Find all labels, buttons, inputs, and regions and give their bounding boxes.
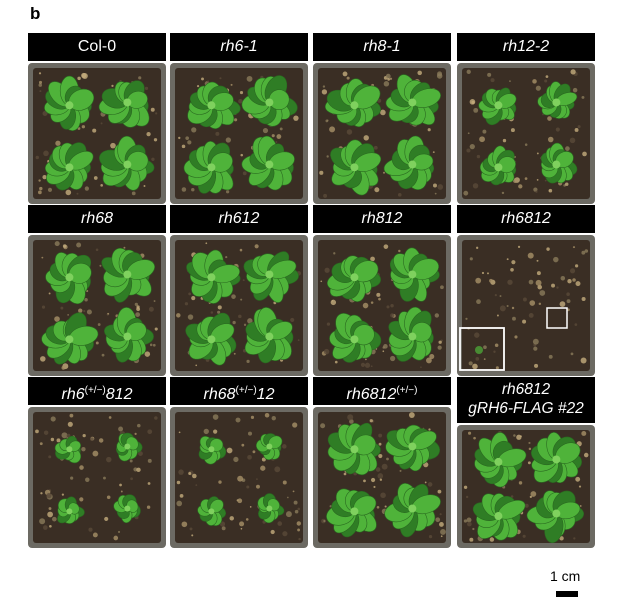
- rosette-drawing: [462, 68, 590, 199]
- genotype-label: rh6812 gRH6-FLAG #22: [457, 377, 595, 423]
- genotype-label-text: rh6812: [501, 210, 551, 227]
- rosette-drawing: [33, 412, 161, 543]
- plant-pot-photo: [28, 63, 166, 204]
- rosette-drawing: [175, 68, 303, 199]
- genotype-label: rh68: [28, 205, 166, 233]
- genotype-label-base: rh6812: [346, 386, 397, 403]
- genotype-label-line1: rh6812: [501, 381, 551, 398]
- genotype-label-text: rh812: [361, 210, 403, 227]
- scale-bar: [556, 591, 578, 597]
- plant-pot-photo: [28, 235, 166, 376]
- pot-7: rh812: [313, 205, 451, 376]
- pot-8: rh6812: [457, 205, 595, 376]
- pot-3: rh8-1: [313, 33, 451, 204]
- genotype-label-base: rh68: [203, 386, 236, 403]
- genotype-label-tail: 812: [105, 386, 133, 403]
- genotype-label-line2: gRH6-FLAG #22: [468, 400, 584, 417]
- pot-12: rh6812 gRH6-FLAG #22: [457, 377, 595, 548]
- genotype-label-text: Col-0: [77, 38, 117, 55]
- rosette-drawing: [459, 240, 590, 371]
- genotype-label: rh6-1: [170, 33, 308, 61]
- rosette-drawing: [175, 240, 303, 371]
- plant-pot-photo: [170, 407, 308, 548]
- rosette-drawing: [462, 430, 590, 543]
- rosette-drawing: [318, 68, 446, 199]
- plant-pot-photo: [457, 425, 595, 548]
- plant-pot-photo: [28, 407, 166, 548]
- pot-1: Col-0: [28, 33, 166, 204]
- plant-pot-photo: [457, 63, 595, 204]
- genotype-label: rh8-1: [313, 33, 451, 61]
- plant-pot-photo: [170, 235, 308, 376]
- genotype-label-base: rh6: [61, 386, 85, 403]
- plant-pot-photo: [313, 407, 451, 548]
- genotype-label: rh6812: [457, 205, 595, 233]
- genotype-label-text: rh8-1: [363, 38, 401, 55]
- plant-pot-photo: [170, 63, 308, 204]
- genotype-label-text: rh6-1: [220, 38, 258, 55]
- genotype-label-superscript: (+/−): [235, 385, 257, 396]
- genotype-label: rh12-2: [457, 33, 595, 61]
- pot-2: rh6-1: [170, 33, 308, 204]
- pot-10: rh68(+/−)12: [170, 377, 308, 548]
- genotype-label: rh6(+/−)812: [28, 377, 166, 405]
- scale-bar-label: 1 cm: [550, 568, 581, 584]
- rosette-drawing: [33, 240, 161, 371]
- genotype-label: rh68(+/−)12: [170, 377, 308, 405]
- pot-11: rh6812(+/−): [313, 377, 451, 548]
- genotype-label: rh812: [313, 205, 451, 233]
- pot-9: rh6(+/−)812: [28, 377, 166, 548]
- pot-6: rh612: [170, 205, 308, 376]
- plant-pot-photo: [313, 63, 451, 204]
- genotype-label-text: rh68: [80, 210, 114, 227]
- pot-4: rh12-2: [457, 33, 595, 204]
- plant-pot-photo: [457, 235, 595, 376]
- genotype-label-superscript: (+/−): [396, 385, 418, 396]
- panel-letter: b: [30, 4, 41, 23]
- rosette-drawing: [33, 68, 161, 199]
- plant-pot-photo: [313, 235, 451, 376]
- rosette-drawing: [175, 412, 303, 543]
- pot-5: rh68: [28, 205, 166, 376]
- genotype-label: Col-0: [28, 33, 166, 61]
- genotype-label: rh612: [170, 205, 308, 233]
- genotype-label: rh6812(+/−): [313, 377, 451, 405]
- genotype-label-superscript: (+/−): [84, 385, 106, 396]
- genotype-label-text: rh612: [218, 210, 260, 227]
- rosette-drawing: [318, 412, 446, 543]
- rosette-drawing: [318, 240, 446, 371]
- genotype-label-tail: 12: [256, 386, 275, 403]
- genotype-label-text: rh12-2: [502, 38, 550, 55]
